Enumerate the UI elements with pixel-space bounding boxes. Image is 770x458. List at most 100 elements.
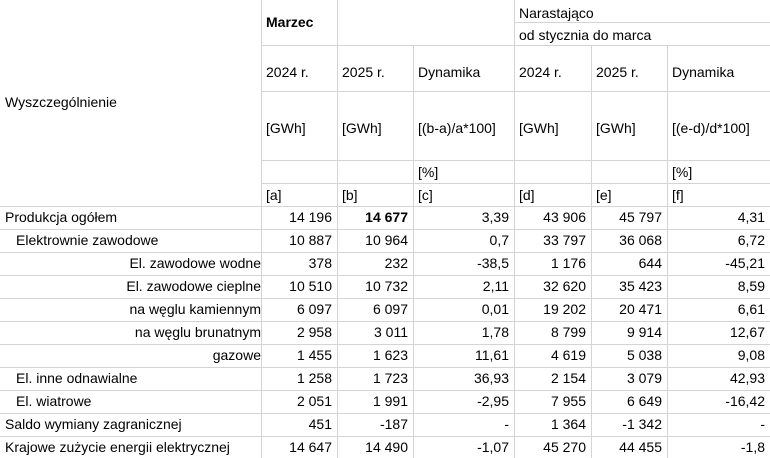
- value-cell-c: 1,78: [481, 324, 509, 340]
- value-cell-a: 2 958: [296, 324, 332, 340]
- col-tag-d: [d]: [519, 187, 535, 203]
- value-cell-d: 33 797: [543, 232, 586, 248]
- value-cell-e: 36 068: [619, 232, 662, 248]
- group-header-month: Marzec: [266, 14, 314, 30]
- value-cell-a: 378: [308, 255, 332, 271]
- value-cell-f: 9,08: [737, 347, 765, 363]
- value-cell-a: 6 097: [296, 301, 332, 317]
- value-cell-a: 10 887: [289, 232, 332, 248]
- group-header-cumulative: Narastająco: [519, 5, 594, 21]
- value-cell-f: -45,21: [725, 255, 765, 271]
- value-cell-d: 1 364: [550, 416, 586, 432]
- value-cell-f: -: [760, 416, 765, 432]
- value-cell-f: 6,61: [737, 301, 765, 317]
- value-cell-b: 14 490: [365, 439, 408, 455]
- value-cell-d: 2 154: [550, 370, 586, 386]
- row-label: Saldo wymiany zagranicznej: [5, 416, 182, 432]
- value-cell-a: 10 510: [289, 278, 332, 294]
- value-cell-e: 20 471: [619, 301, 662, 317]
- row-label: El. zawodowe cieplne: [126, 278, 261, 294]
- value-cell-c: 0,01: [481, 301, 509, 317]
- row-label: Krajowe zużycie energii elektrycznej: [5, 439, 230, 455]
- value-cell-a: 1 455: [296, 347, 332, 363]
- value-cell-d: 4 619: [550, 347, 586, 363]
- col-tag-e: [e]: [596, 187, 612, 203]
- value-cell-d: 43 906: [543, 209, 586, 225]
- unit-b: [GWh]: [342, 120, 382, 136]
- col-tag-a: [a]: [266, 187, 282, 203]
- value-cell-c: -2,95: [477, 393, 509, 409]
- row-label: gazowe: [212, 347, 261, 363]
- value-cell-c: -: [504, 416, 509, 432]
- value-cell-f: 42,93: [729, 370, 765, 386]
- col-header-year-a: 2024 r.: [266, 64, 309, 80]
- value-cell-f: 4,31: [737, 209, 765, 225]
- value-cell-d: 1 176: [550, 255, 586, 271]
- value-cell-b: 1 991: [372, 393, 408, 409]
- value-cell-a: 14 647: [289, 439, 332, 455]
- group-header-cumulative-range: od stycznia do marca: [519, 27, 652, 43]
- value-cell-e: 35 423: [619, 278, 662, 294]
- col-header-dynamics-1: Dynamika: [418, 64, 481, 80]
- value-cell-c: 36,93: [473, 370, 509, 386]
- value-cell-b: -187: [379, 416, 408, 432]
- value-cell-e: 9 914: [626, 324, 662, 340]
- percent-unit-1: [%]: [418, 164, 439, 180]
- row-label: Produkcja ogółem: [5, 209, 118, 225]
- col-header-dynamics-2: Dynamika: [672, 64, 735, 80]
- value-cell-b: 1 723: [372, 370, 408, 386]
- value-cell-a: 1 258: [296, 370, 332, 386]
- value-cell-e: 44 455: [619, 439, 662, 455]
- value-cell-c: 11,61: [475, 347, 509, 363]
- value-cell-b: 1 623: [372, 347, 408, 363]
- unit-a: [GWh]: [266, 120, 306, 136]
- col-header-year-e: 2025 r.: [596, 64, 639, 80]
- value-cell-e: 644: [638, 255, 662, 271]
- col-tag-f: [f]: [672, 187, 684, 203]
- value-cell-e: 45 797: [619, 209, 662, 225]
- value-cell-e: 5 038: [626, 347, 662, 363]
- percent-unit-2: [%]: [672, 164, 693, 180]
- col-tag-c: [c]: [418, 187, 433, 203]
- value-cell-b: 10 732: [365, 278, 408, 294]
- value-cell-d: 19 202: [543, 301, 586, 317]
- value-cell-a: 451: [308, 416, 332, 432]
- value-cell-c: 2,11: [482, 278, 509, 294]
- value-cell-b: 3 011: [374, 324, 408, 340]
- value-cell-c: 3,39: [481, 209, 509, 225]
- value-cell-f: -1,8: [740, 439, 765, 455]
- row-label: El. wiatrowe: [16, 393, 92, 409]
- row-label: na węglu brunatnym: [134, 324, 261, 340]
- value-cell-e: -1 342: [622, 416, 662, 432]
- value-cell-b: 10 964: [365, 232, 408, 248]
- value-cell-d: 8 799: [550, 324, 586, 340]
- col-tag-b: [b]: [342, 187, 358, 203]
- value-cell-d: 32 620: [543, 278, 586, 294]
- value-cell-b: 14 677: [365, 209, 408, 225]
- unit-d: [GWh]: [519, 120, 559, 136]
- row-label: El. inne odnawialne: [16, 370, 138, 386]
- value-cell-c: -38,5: [477, 255, 509, 271]
- value-cell-c: 0,7: [489, 232, 509, 248]
- row-label: na węglu kamiennym: [129, 301, 261, 317]
- value-cell-d: 7 955: [550, 393, 586, 409]
- formula-2: [(e-d)/d*100]: [672, 120, 750, 136]
- value-cell-f: 6,72: [737, 232, 765, 248]
- unit-e: [GWh]: [596, 120, 636, 136]
- value-cell-a: 2 051: [296, 393, 332, 409]
- value-cell-e: 3 079: [626, 370, 662, 386]
- col-header-year-b: 2025 r.: [342, 64, 385, 80]
- formula-1: [(b-a)/a*100]: [418, 120, 496, 136]
- value-cell-a: 14 196: [289, 209, 332, 225]
- row-label-header: Wyszczególnienie: [5, 94, 117, 110]
- value-cell-e: 6 649: [626, 393, 662, 409]
- row-label: El. zawodowe wodne: [129, 255, 261, 271]
- value-cell-c: -1,07: [477, 439, 509, 455]
- row-label: Elektrownie zawodowe: [16, 232, 159, 248]
- value-cell-f: 12,67: [729, 324, 765, 340]
- value-cell-b: 6 097: [372, 301, 408, 317]
- value-cell-b: 232: [384, 255, 408, 271]
- value-cell-d: 45 270: [543, 439, 586, 455]
- value-cell-f: 8,59: [737, 278, 765, 294]
- col-header-year-d: 2024 r.: [519, 64, 562, 80]
